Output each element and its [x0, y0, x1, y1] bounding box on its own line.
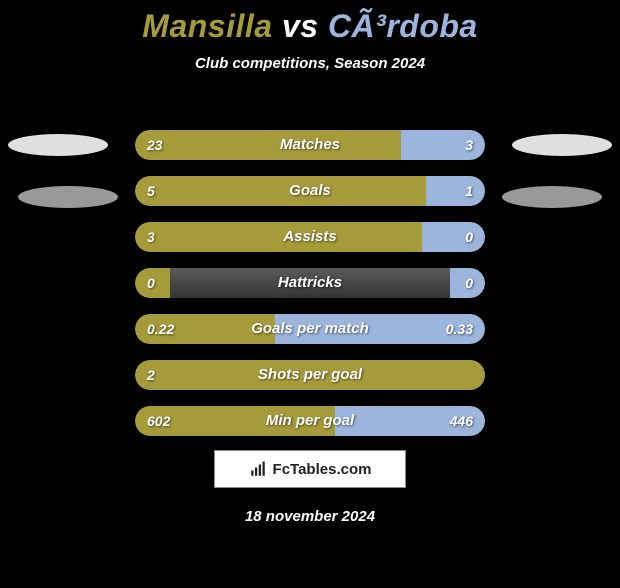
- stat-value-player1: 602: [135, 406, 182, 436]
- stats-container: 233Matches51Goals30Assists00Hattricks0.2…: [135, 130, 485, 452]
- subtitle: Club competitions, Season 2024: [0, 55, 620, 72]
- stat-bar-player1: [135, 130, 401, 160]
- stat-value-player1: 23: [135, 130, 175, 160]
- player1-figure-shadow-2: [18, 186, 118, 208]
- stat-value-player2: 0.33: [434, 314, 485, 344]
- player2-name: CÃ³rdoba: [328, 8, 478, 44]
- comparison-title: Mansilla vs CÃ³rdoba: [0, 8, 620, 45]
- vs-label: vs: [282, 8, 319, 44]
- stat-row: 602446Min per goal: [135, 406, 485, 436]
- brand-text: FcTables.com: [273, 461, 372, 478]
- stat-value-player2: 446: [438, 406, 485, 436]
- stat-value-player2: 3: [453, 130, 485, 160]
- stat-row: 51Goals: [135, 176, 485, 206]
- stat-value-player1: 3: [135, 222, 167, 252]
- stat-bar-player1: [135, 176, 426, 206]
- stat-row: 0.220.33Goals per match: [135, 314, 485, 344]
- stat-bar-player1: [135, 360, 485, 390]
- stat-value-player1: 0: [135, 268, 167, 298]
- stat-row: 2Shots per goal: [135, 360, 485, 390]
- stat-value-player1: 0.22: [135, 314, 186, 344]
- brand-badge: FcTables.com: [214, 450, 406, 488]
- stat-row: 30Assists: [135, 222, 485, 252]
- player1-name: Mansilla: [142, 8, 272, 44]
- stat-value-player2: 1: [453, 176, 485, 206]
- stat-value-player2: 0: [453, 268, 485, 298]
- stat-value-player2: 0: [453, 222, 485, 252]
- stat-row: 00Hattricks: [135, 268, 485, 298]
- chart-icon: [249, 460, 267, 478]
- player2-figure-shadow: [512, 134, 612, 156]
- player2-figure-shadow-2: [502, 186, 602, 208]
- stat-bar-player1: [135, 222, 422, 252]
- player1-figure-shadow: [8, 134, 108, 156]
- stat-value-player1: 2: [135, 360, 167, 390]
- stat-row-bg: [135, 268, 485, 298]
- stat-value-player1: 5: [135, 176, 167, 206]
- footer-date: 18 november 2024: [0, 508, 620, 525]
- stat-value-player2: [461, 360, 485, 390]
- stat-row: 233Matches: [135, 130, 485, 160]
